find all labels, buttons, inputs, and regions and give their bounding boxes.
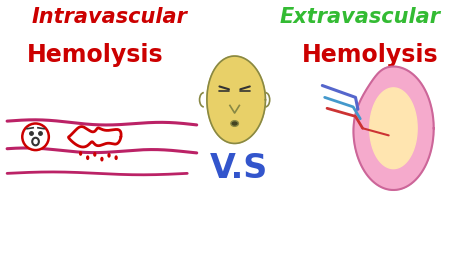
Ellipse shape: [93, 152, 97, 157]
Text: Hemolysis: Hemolysis: [27, 43, 163, 67]
Circle shape: [22, 123, 49, 150]
Text: Hemolysis: Hemolysis: [301, 43, 438, 67]
Polygon shape: [354, 66, 434, 190]
Polygon shape: [69, 127, 121, 147]
Ellipse shape: [86, 155, 90, 160]
Polygon shape: [207, 56, 265, 143]
Ellipse shape: [107, 153, 111, 158]
Polygon shape: [370, 88, 417, 169]
Text: Extravascular: Extravascular: [280, 7, 441, 27]
Ellipse shape: [32, 138, 39, 145]
Text: Intravascular: Intravascular: [31, 7, 187, 27]
Ellipse shape: [100, 157, 104, 161]
Text: V.S: V.S: [210, 152, 268, 185]
Ellipse shape: [79, 151, 82, 156]
Ellipse shape: [115, 155, 118, 160]
Ellipse shape: [231, 121, 238, 126]
